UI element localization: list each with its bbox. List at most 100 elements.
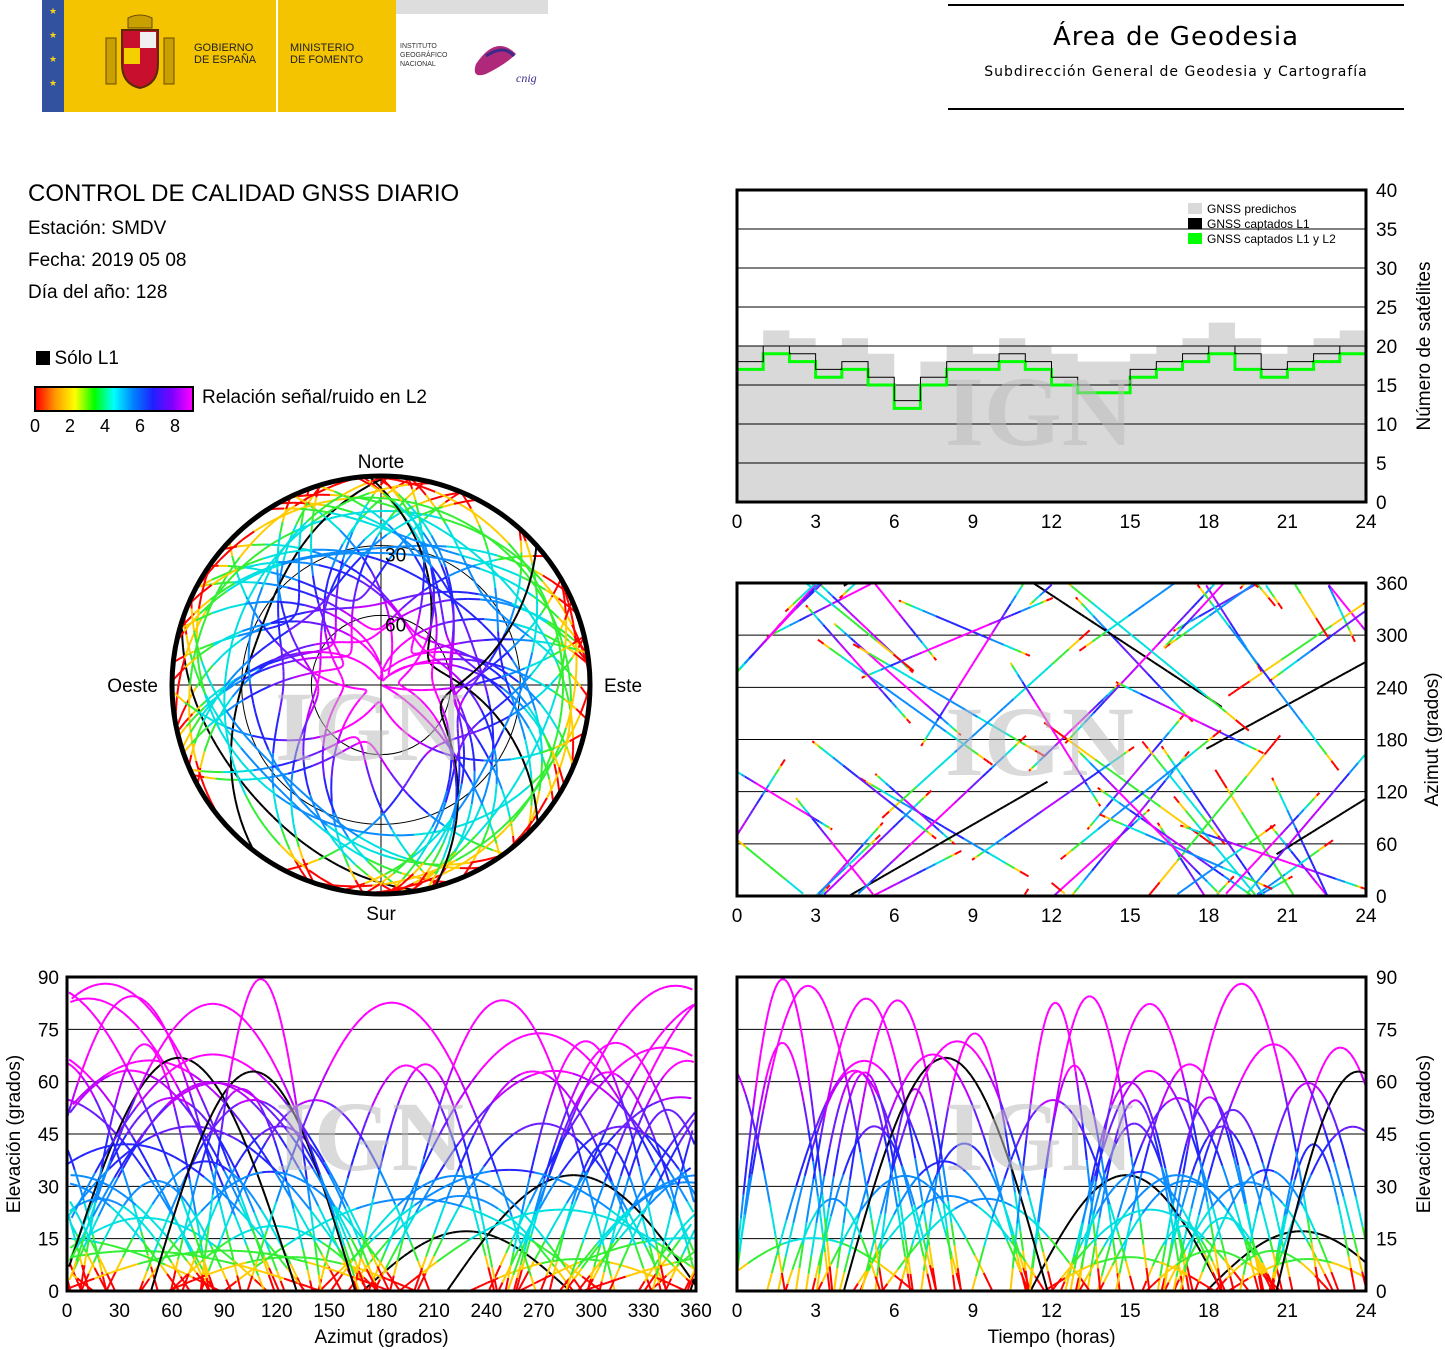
track-segment — [925, 829, 929, 833]
track-segment — [750, 654, 754, 658]
track-segment — [1205, 859, 1210, 863]
track-segment — [878, 639, 882, 643]
track-segment — [1150, 835, 1155, 839]
track-segment — [1211, 861, 1216, 865]
track-segment — [1257, 851, 1262, 855]
track-segment — [1059, 856, 1064, 861]
track-segment — [1375, 602, 1378, 604]
track-segment — [1188, 607, 1193, 612]
track-segment — [1036, 602, 1041, 606]
track-segment — [1245, 842, 1250, 847]
track-segment — [1174, 622, 1179, 627]
track-segment — [430, 534, 438, 547]
track-segment — [1013, 798, 1018, 803]
track-segment — [1077, 749, 1082, 754]
track-segment — [1102, 790, 1107, 795]
coat-of-arms-icon — [105, 14, 175, 90]
track-segment — [1132, 805, 1137, 810]
track-segment — [868, 782, 872, 786]
track-segment — [329, 643, 333, 647]
track-segment — [756, 782, 759, 786]
track-segment — [851, 859, 854, 863]
track-segment — [840, 655, 845, 660]
track-segment — [890, 787, 894, 790]
track-segment — [1294, 827, 1298, 832]
track-segment — [944, 640, 949, 645]
track-segment — [876, 638, 880, 642]
track-segment — [1164, 770, 1168, 773]
track-segment — [1023, 607, 1028, 611]
track-segment — [1342, 617, 1347, 622]
track-segment — [996, 727, 1001, 731]
track-segment — [1262, 871, 1266, 876]
track-segment — [498, 646, 501, 653]
track-segment — [1223, 875, 1227, 879]
track-segment — [1191, 818, 1195, 822]
track-segment — [770, 632, 774, 636]
track-segment — [1156, 759, 1160, 763]
track-segment — [903, 684, 907, 688]
track-segment — [1060, 890, 1066, 895]
track-segment — [1189, 626, 1194, 631]
track-segment — [1428, 876, 1431, 878]
track-segment — [1156, 743, 1161, 747]
track-segment — [1198, 826, 1202, 830]
track-segment — [938, 823, 943, 827]
track-segment — [340, 558, 349, 570]
track-segment — [1218, 705, 1224, 711]
track-segment — [917, 799, 922, 804]
track-segment — [1250, 889, 1255, 893]
track-segment — [475, 701, 483, 712]
track-segment — [838, 871, 842, 875]
track-segment — [1075, 727, 1081, 732]
track-segment — [347, 866, 357, 881]
track-segment — [1215, 741, 1220, 745]
track-segment — [1227, 861, 1231, 865]
track-segment — [802, 810, 805, 814]
track-segment — [1208, 819, 1212, 824]
track-segment — [1077, 590, 1082, 595]
track-segment — [1162, 689, 1167, 694]
track-segment — [1313, 687, 1318, 692]
track-segment — [922, 739, 926, 744]
track-segment — [1212, 595, 1216, 600]
track-segment — [1174, 763, 1179, 768]
track-segment — [1118, 833, 1123, 838]
track-segment — [1072, 726, 1076, 730]
track-segment — [855, 774, 859, 778]
track-segment — [1223, 836, 1227, 841]
track-segment — [1055, 798, 1060, 803]
track-segment — [1247, 871, 1251, 876]
track-segment — [1117, 682, 1122, 686]
track-segment — [826, 751, 830, 755]
track-segment — [839, 866, 844, 871]
track-segment — [897, 864, 903, 869]
track-segment — [325, 829, 336, 843]
track-segment — [1261, 845, 1266, 850]
track-segment — [1093, 622, 1098, 627]
track-segment — [1164, 704, 1169, 708]
track-segment — [1311, 735, 1316, 740]
track-segment — [1053, 731, 1057, 736]
series-gnss-captados-l1 — [737, 345, 1367, 402]
track-segment — [1186, 619, 1191, 624]
track-segment — [242, 573, 252, 580]
track-segment — [978, 726, 984, 732]
track-segment — [830, 755, 834, 759]
track-segment — [819, 746, 824, 751]
track-segment — [1357, 759, 1362, 764]
track-segment — [941, 717, 945, 722]
track-segment — [1150, 596, 1156, 601]
track-segment — [1298, 861, 1303, 866]
track-segment — [1122, 796, 1127, 800]
track-segment — [919, 824, 923, 829]
track-segment — [321, 765, 326, 778]
x-tick-label: 12 — [1041, 906, 1062, 927]
track-segment — [373, 603, 380, 607]
track-segment — [1127, 800, 1132, 805]
track-segment — [1009, 646, 1013, 650]
track-segment — [846, 659, 851, 664]
track-segment — [1338, 878, 1343, 882]
track-segment — [1206, 738, 1211, 742]
